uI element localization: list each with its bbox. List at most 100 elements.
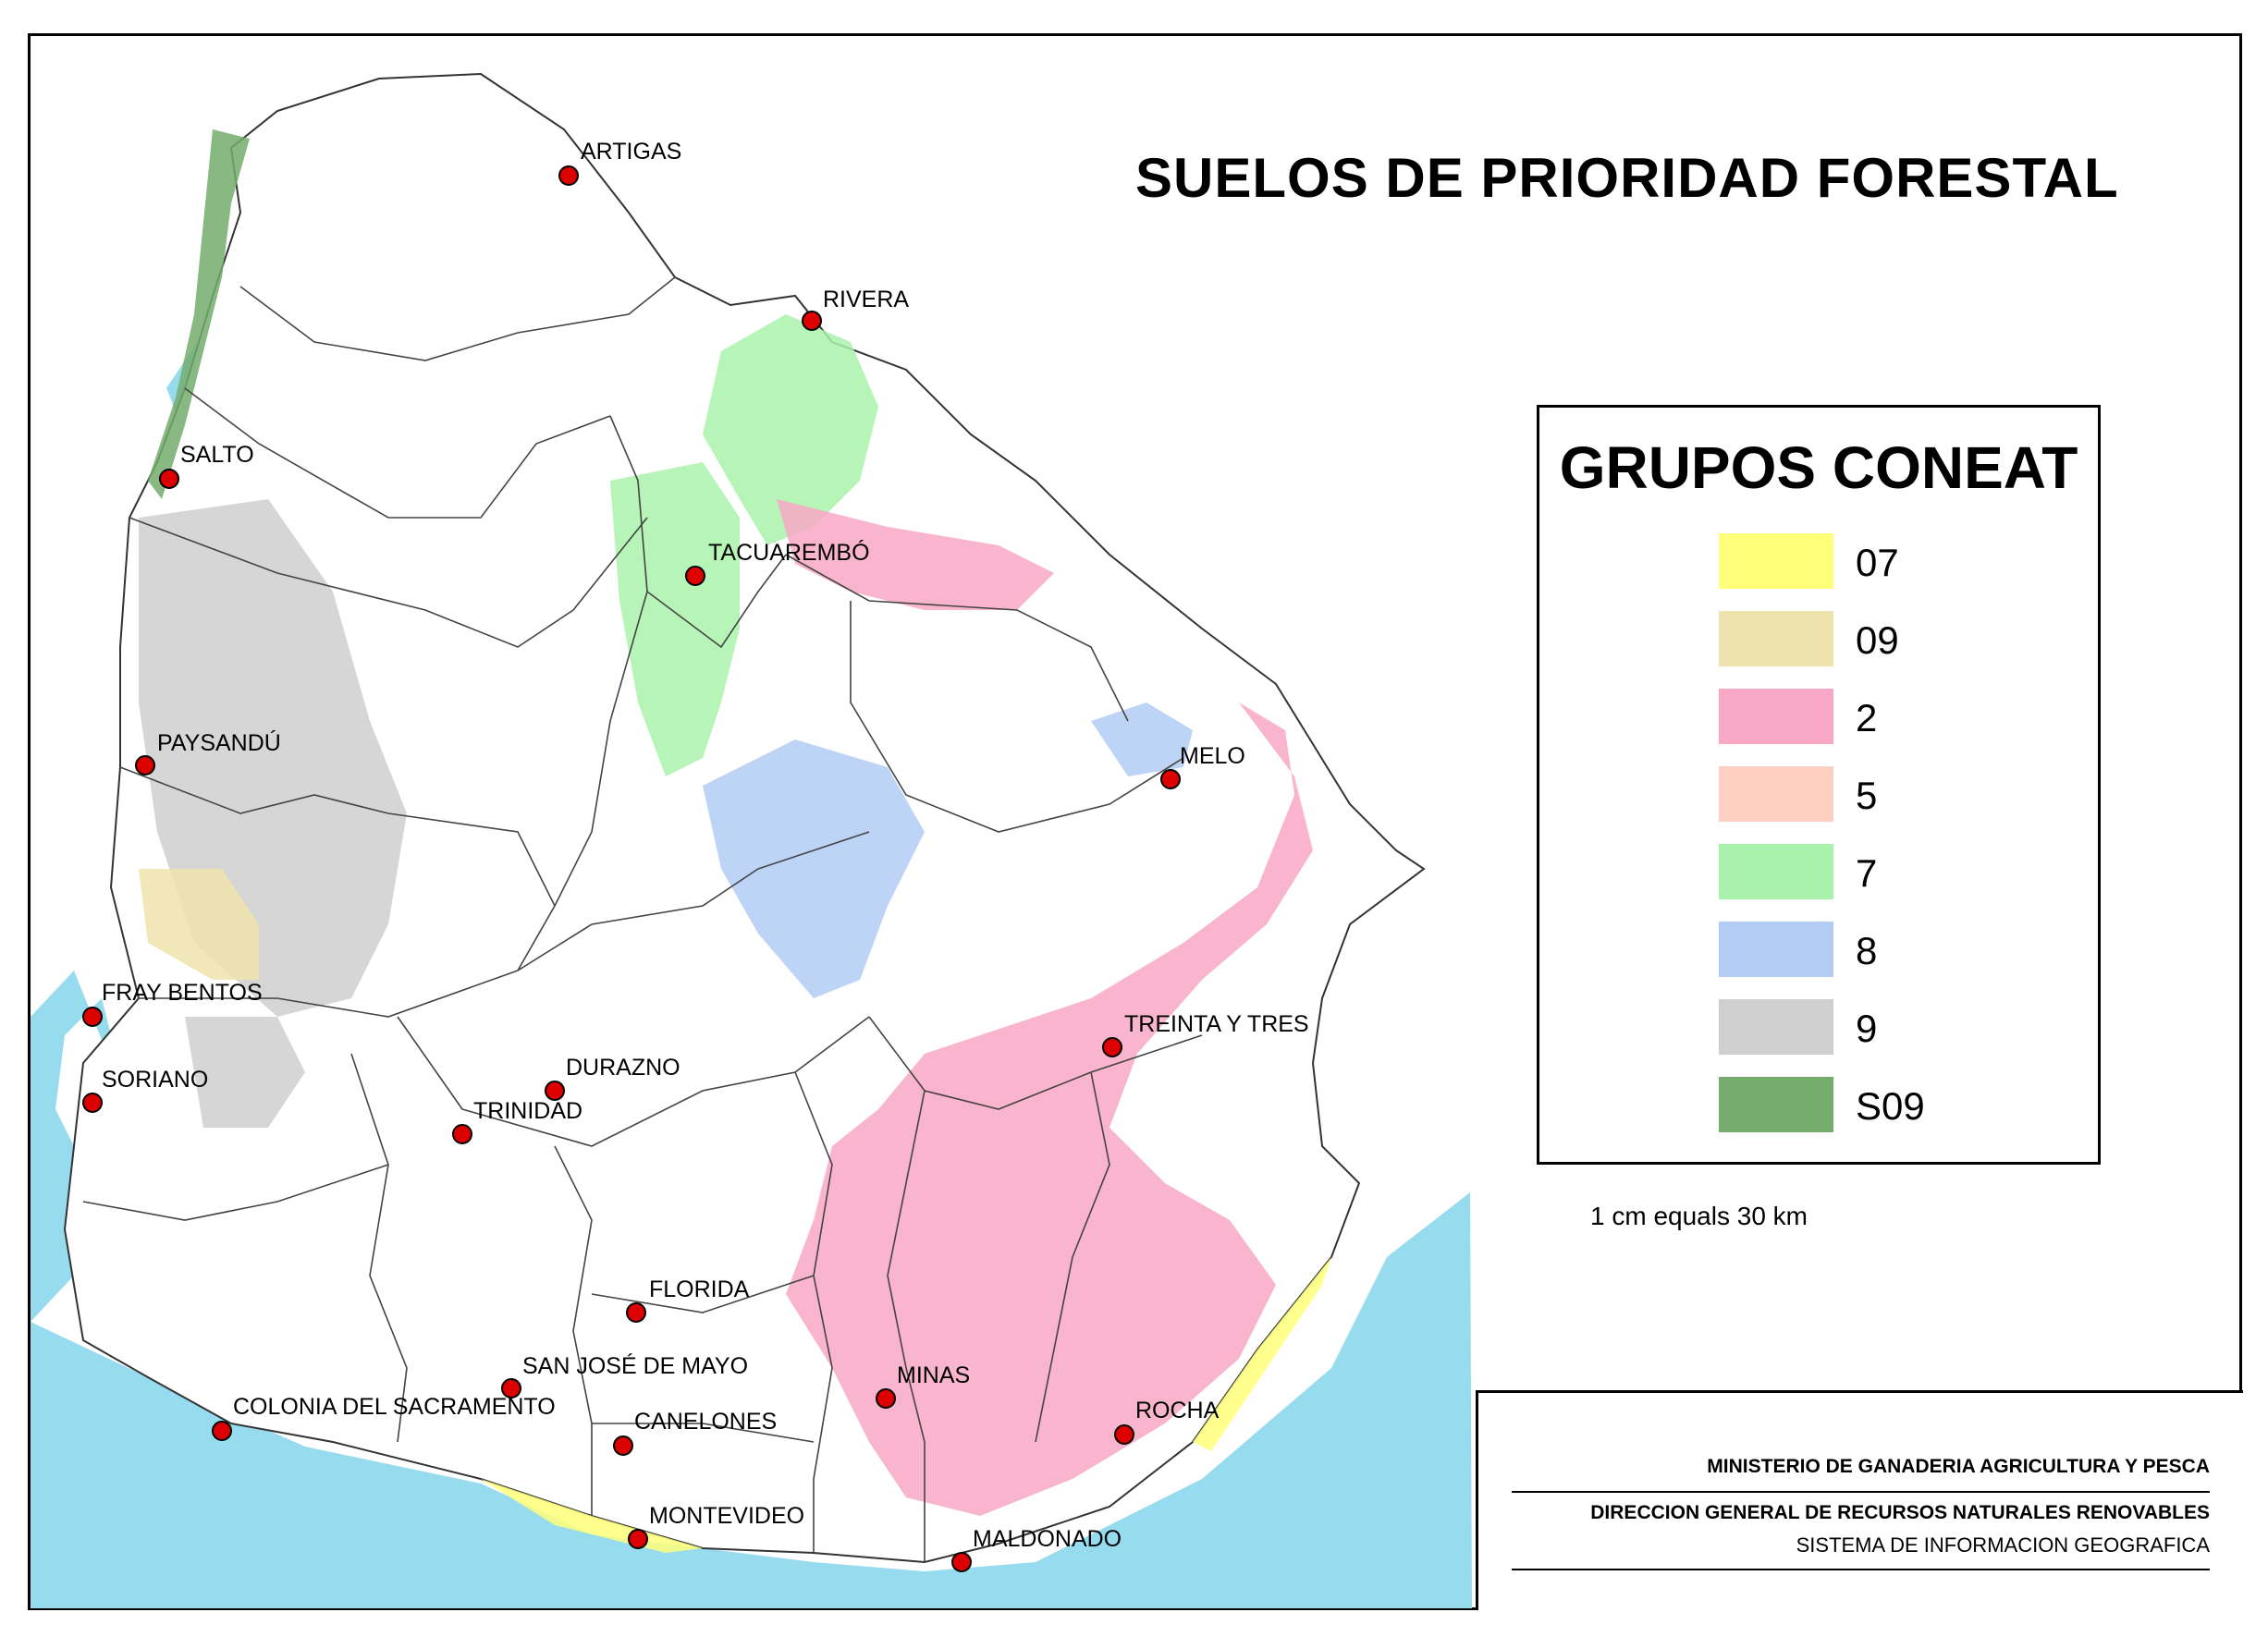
soil-patch-darkgreen: [148, 129, 250, 499]
city-marker: [613, 1435, 633, 1456]
city-label: ROCHA: [1135, 1398, 1220, 1423]
legend-item: 7: [1719, 844, 2070, 899]
soil-patch-beige: [139, 869, 259, 980]
credit-divider: [1512, 1569, 2210, 1570]
city-florida: FLORIDA: [626, 1276, 750, 1323]
city-fray-bentos: FRAY BENTOS: [82, 980, 263, 1027]
city-tacuarembo: TACUAREMBÓ: [685, 539, 870, 586]
city-marker: [212, 1421, 232, 1441]
map-title: SUELOS DE PRIORIDAD FORESTAL: [1135, 147, 2119, 209]
city-trinidad: TRINIDAD: [452, 1098, 582, 1144]
legend-label: 07: [1856, 541, 1899, 584]
legend-title: GRUPOS CONEAT: [1559, 434, 2078, 501]
legend-item: 2: [1719, 689, 2070, 744]
city-marker: [1114, 1424, 1134, 1445]
credit-direction: DIRECCION GENERAL DE RECURSOS NATURALES …: [1590, 1502, 2210, 1523]
city-marker: [82, 1093, 103, 1113]
city-treinta-y-tres: TREINTA Y TRES: [1102, 1011, 1309, 1057]
credit-system: SISTEMA DE INFORMACION GEOGRAFICA: [1796, 1533, 2210, 1557]
city-montevideo: MONTEVIDEO: [628, 1503, 804, 1549]
city-canelones: CANELONES: [613, 1409, 777, 1456]
legend-label: 09: [1856, 618, 1899, 662]
city-marker: [802, 311, 822, 331]
city-marker: [1160, 769, 1181, 789]
legend-swatch: [1719, 999, 1833, 1055]
city-marker: [951, 1552, 972, 1572]
city-label: RIVERA: [823, 287, 909, 312]
city-marker: [626, 1302, 646, 1323]
soil-patch-yellow: [1193, 1257, 1331, 1451]
legend-swatch: [1719, 533, 1833, 589]
city-label: MELO: [1180, 743, 1245, 769]
city-colonia: COLONIA DEL SACRAMENTO: [212, 1394, 556, 1441]
city-marker: [135, 755, 155, 776]
city-label: SALTO: [180, 442, 254, 468]
city-maldonado: MALDONADO: [951, 1526, 1122, 1572]
city-label: TREINTA Y TRES: [1124, 1011, 1309, 1037]
credits-box: MINISTERIO DE GANADERIA AGRICULTURA Y PE…: [1476, 1390, 2243, 1610]
department-boundaries: [82, 276, 1203, 1562]
city-marker: [452, 1124, 472, 1144]
legend-swatch: [1719, 1077, 1833, 1132]
legend-swatch: [1719, 689, 1833, 744]
city-artigas: ARTIGAS: [558, 139, 681, 186]
legend-label: S09: [1856, 1084, 1925, 1128]
city-marker: [628, 1529, 648, 1549]
city-marker: [685, 566, 705, 586]
city-label: SORIANO: [102, 1067, 208, 1093]
legend-item: 09: [1719, 611, 2070, 666]
city-minas: MINAS: [876, 1362, 970, 1409]
legend-swatch: [1719, 922, 1833, 977]
city-marker: [82, 1007, 103, 1027]
city-salto: SALTO: [159, 442, 254, 489]
legend-item: 5: [1719, 766, 2070, 822]
city-label: MINAS: [897, 1362, 970, 1388]
legend-label: 7: [1856, 851, 1878, 895]
rio-uruguay: [31, 971, 129, 1322]
city-label: TACUAREMBÓ: [708, 539, 870, 566]
scale-text: 1 cm equals 30 km: [1590, 1202, 1808, 1230]
soil-patch-green: [703, 314, 878, 545]
legend-swatch: [1719, 844, 1833, 899]
legend-item: 9: [1719, 999, 2070, 1055]
city-san-jose-de-mayo: SAN JOSÉ DE MAYO: [501, 1352, 748, 1399]
city-marker: [501, 1378, 521, 1399]
city-melo: MELO: [1160, 743, 1245, 789]
city-marker: [876, 1388, 896, 1409]
city-label: PAYSANDÚ: [157, 729, 281, 756]
soil-patch-blue: [703, 739, 925, 998]
city-label: COLONIA DEL SACRAMENTO: [233, 1394, 556, 1420]
soil-patch-pink: [786, 702, 1313, 1516]
city-soriano: SORIANO: [82, 1067, 208, 1113]
legend-label: 5: [1856, 774, 1878, 817]
city-label: FLORIDA: [649, 1276, 750, 1302]
soil-patch-pink: [777, 499, 1054, 610]
city-paysandu: PAYSANDÚ: [135, 729, 281, 776]
legend-swatch: [1719, 611, 1833, 666]
city-marker: [545, 1081, 565, 1101]
city-label: CANELONES: [634, 1409, 777, 1435]
city-marker: [159, 469, 179, 489]
legend-label: 2: [1856, 696, 1878, 739]
city-marker: [558, 165, 579, 186]
legend-label: 8: [1856, 929, 1878, 972]
city-label: TRINIDAD: [473, 1098, 582, 1124]
legend-box: GRUPOS CONEAT 07 09 2 5 7 8 9 S09: [1537, 405, 2101, 1165]
soil-patch-gray: [185, 1017, 305, 1128]
city-label: ARTIGAS: [581, 139, 681, 165]
city-rocha: ROCHA: [1114, 1398, 1220, 1445]
credit-divider: [1512, 1491, 2210, 1493]
legend-item: 07: [1719, 533, 2070, 589]
city-label: MALDONADO: [973, 1526, 1122, 1552]
legend-item: S09: [1719, 1077, 2070, 1132]
credit-ministry: MINISTERIO DE GANADERIA AGRICULTURA Y PE…: [1707, 1456, 2210, 1477]
city-durazno: DURAZNO: [545, 1055, 680, 1101]
city-label: DURAZNO: [566, 1055, 680, 1081]
sea-water: [31, 1192, 1472, 1608]
city-marker: [1102, 1037, 1122, 1057]
city-rivera: RIVERA: [802, 287, 909, 331]
city-label: FRAY BENTOS: [102, 980, 263, 1006]
legend-item: 8: [1719, 922, 2070, 977]
legend-label: 9: [1856, 1007, 1878, 1050]
